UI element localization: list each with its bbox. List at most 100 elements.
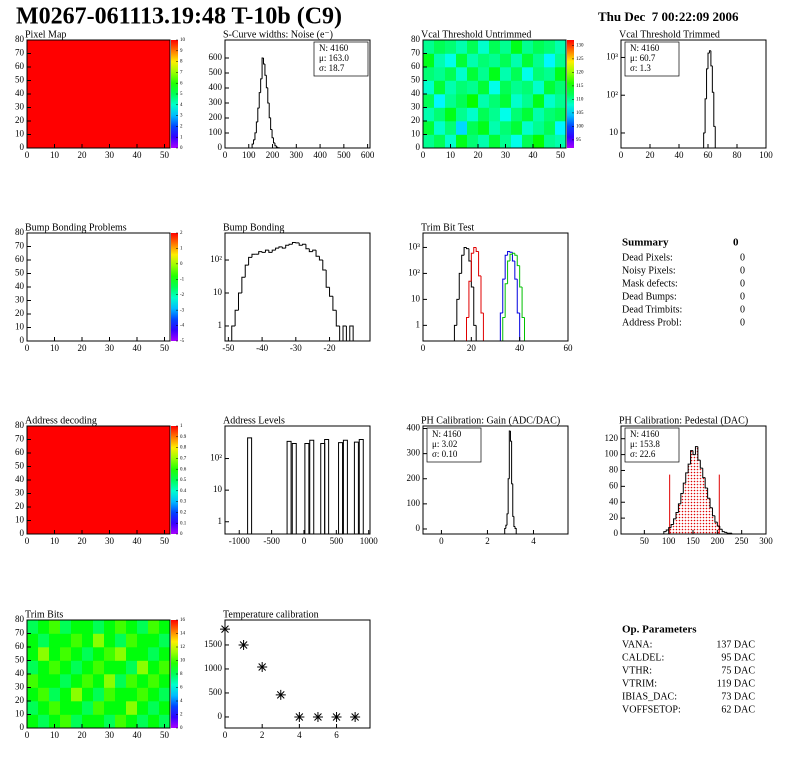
parameter-value: 73 DAC (721, 691, 755, 702)
y-tick-label: 600 (209, 52, 223, 62)
color-bar-label: 1 (180, 247, 183, 252)
color-bar-label: 0 (180, 146, 183, 151)
x-tick-label: 0 (223, 150, 228, 160)
heatmap-cell (555, 53, 567, 68)
fit-fill (702, 477, 706, 534)
heatmap-cell (533, 94, 545, 108)
histogram-bin (332, 296, 337, 311)
histogram-bin (514, 261, 518, 280)
point (275, 689, 286, 700)
x-tick-label: 400 (313, 150, 327, 160)
histogram-bin (466, 317, 469, 341)
y-tick-label: 500 (209, 687, 223, 697)
x-tick-label: -500 (263, 536, 280, 546)
heatmap-cell (423, 40, 435, 54)
heatmap-cell (456, 107, 468, 122)
fit-fill (714, 522, 718, 534)
heatmap-cell (434, 121, 446, 135)
heatmap-cell (159, 620, 171, 634)
x-tick-label: 250 (735, 536, 749, 546)
heatmap-cell (467, 80, 479, 95)
histogram-bin (329, 287, 333, 297)
heatmap-cell (434, 67, 446, 81)
heatmap-cell (148, 660, 160, 675)
panel: Temperature calibration 0 2 4 6 0 500 1000 1500 (204, 609, 371, 740)
y-tick-label: 30 (411, 102, 421, 112)
stats-line: N: 4160 (319, 43, 349, 53)
y-tick-label: 50 (15, 268, 25, 278)
heatmap-cell (423, 134, 435, 149)
x-tick-label: 0 (25, 730, 30, 740)
fit-fill (695, 446, 698, 534)
heatmap-cell (126, 674, 138, 688)
x-tick-label: -40 (256, 343, 268, 353)
heatmap-cell (445, 107, 457, 122)
x-tick-label: 10 (50, 343, 60, 353)
color-bar-label: 130 (576, 44, 584, 49)
heatmap-cell (511, 80, 523, 95)
panel: Address Levels -1000 -500 0 500 1000 1 10 10² (210, 415, 378, 546)
heatmap-cell (555, 40, 567, 54)
color-bar-label: 110 (576, 98, 584, 103)
color-bar-label: 0.6 (180, 467, 187, 472)
heatmap-cell (522, 67, 534, 81)
color-bar-label: 10 (180, 659, 186, 664)
histogram-bin (322, 260, 327, 271)
heatmap-cell (82, 687, 94, 702)
y-tick-label: 10³ (408, 242, 420, 252)
x-tick-label: 50 (160, 730, 170, 740)
heatmap-cell (544, 94, 556, 108)
plot-frame (422, 232, 569, 342)
x-tick-label: 20 (78, 536, 88, 546)
stats-line: μ: 163.0 (319, 53, 349, 63)
heatmap-cell (489, 134, 501, 149)
heatmap-cell (456, 67, 468, 81)
y-tick-label: 50 (15, 461, 25, 471)
y-tick-label: 80 (15, 34, 25, 44)
y-tick-label: 70 (15, 434, 25, 444)
summary-label: Dead Trimbits: (622, 304, 682, 315)
histogram-bin (513, 516, 516, 527)
y-tick-label: 0 (20, 142, 25, 152)
color-bar-label: 0 (180, 726, 183, 731)
heatmap-cell (522, 80, 534, 95)
fit-fill (675, 512, 679, 534)
histogram-bin (463, 246, 467, 256)
x-tick-label: 30 (105, 536, 115, 546)
y-tick-label: 100 (605, 449, 619, 459)
color-bar (171, 426, 178, 534)
panel: Vcal Threshold Trimmed 0 20 40 60 80 100 10 10² 1… (606, 29, 773, 160)
y-tick-label: 0 (218, 142, 223, 152)
point (257, 662, 268, 673)
histogram-bin (473, 246, 477, 254)
color-bar-label: 0.5 (180, 478, 187, 483)
x-tick-label: 0 (25, 150, 30, 160)
color-bar (567, 40, 574, 148)
x-tick-label: 30 (105, 730, 115, 740)
x-tick-label: 40 (515, 343, 525, 353)
heatmap-cell (489, 107, 501, 122)
histogram-bin (507, 260, 510, 284)
y-tick-label: 10² (606, 89, 618, 99)
panel: Address decoding 0 0.1 0.2 0.3 0.4 0.5 0.6 0.7 0.… (15, 415, 187, 546)
color-bar-label: 1 (180, 135, 183, 140)
y-tick-label: 10 (15, 322, 25, 332)
y-tick-label: 1 (218, 516, 223, 526)
histogram-bin (509, 253, 513, 262)
histogram-bin (275, 247, 279, 251)
heatmap-cell (445, 134, 457, 149)
histogram-bin (692, 450, 696, 456)
heatmap-cell (104, 701, 116, 715)
y-tick-label: 1 (218, 320, 223, 330)
heatmap-cell (137, 714, 149, 729)
histogram-bin (707, 52, 710, 69)
y-tick-label: 400 (407, 423, 421, 433)
heatmap-cell (434, 80, 446, 95)
color-bar-label: -2 (180, 293, 185, 298)
y-tick-label: 60 (411, 61, 421, 71)
heatmap-cell (93, 633, 105, 648)
color-bar-label: 0 (180, 262, 183, 267)
heatmap-cell (38, 701, 50, 715)
heatmap-cell (489, 67, 501, 81)
